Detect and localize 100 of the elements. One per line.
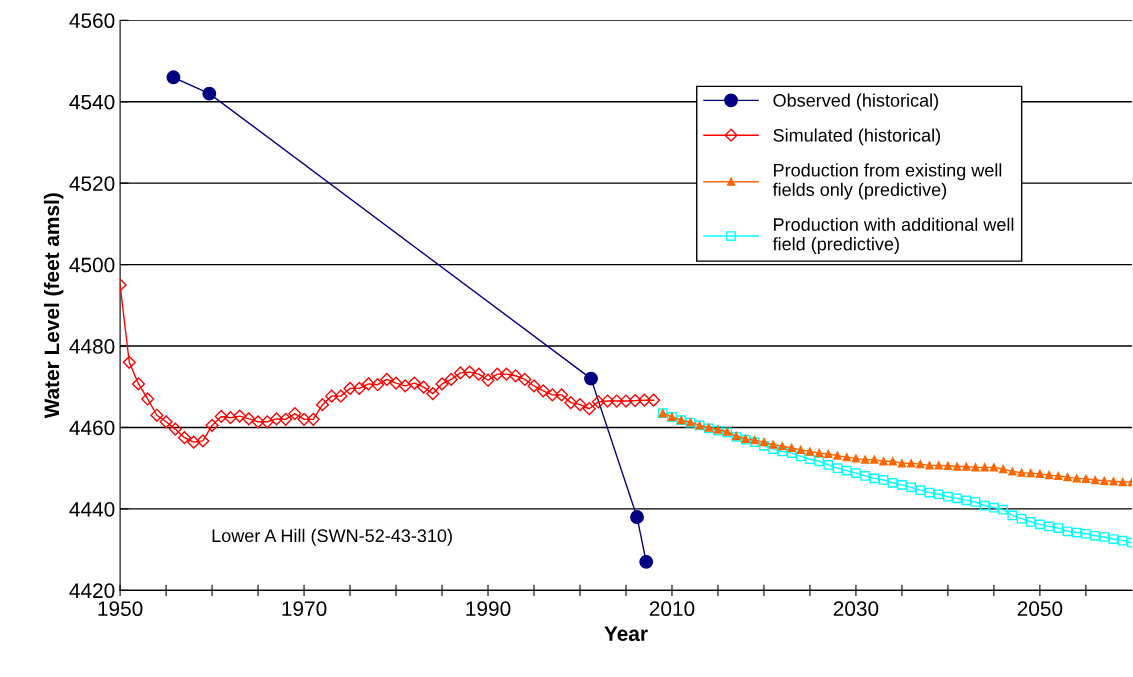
point (888, 457, 897, 466)
point (417, 380, 431, 394)
point (582, 402, 596, 416)
point (380, 372, 394, 387)
point (205, 418, 219, 433)
legend-label: Production with additional well field (predictive) (772, 217, 1014, 254)
point (860, 471, 870, 481)
point (435, 377, 449, 391)
point (869, 473, 880, 484)
point (1044, 470, 1054, 480)
point (860, 455, 870, 464)
point (518, 372, 532, 387)
point (564, 396, 578, 410)
point (897, 459, 907, 468)
y-tick-label: 4540 (69, 94, 115, 110)
point (823, 460, 834, 470)
point (444, 372, 458, 387)
x-tick-label: 1950 (98, 601, 143, 617)
point (915, 485, 926, 496)
point (878, 475, 889, 485)
annotation: Lower A Hill (SWN-52-43-310) (212, 528, 452, 546)
point (202, 86, 217, 101)
point (536, 384, 550, 398)
point (1081, 528, 1091, 539)
point (325, 389, 339, 403)
point (1072, 474, 1081, 483)
point (619, 394, 633, 408)
point (970, 497, 981, 507)
point (1090, 530, 1100, 541)
point (961, 495, 972, 506)
point (361, 377, 376, 391)
point (980, 463, 989, 472)
legend-label: Observed (historical) (773, 93, 939, 111)
point (334, 389, 348, 403)
point (1109, 477, 1118, 486)
point (490, 367, 504, 381)
point (306, 412, 320, 426)
point (777, 446, 788, 457)
point (122, 355, 136, 369)
point (943, 461, 953, 470)
point (214, 409, 228, 424)
point (1053, 523, 1064, 533)
point (1054, 471, 1063, 481)
point (472, 367, 486, 381)
point (787, 443, 796, 453)
point (260, 415, 274, 429)
point (796, 445, 805, 455)
point (1117, 535, 1128, 546)
point (906, 482, 916, 493)
point (759, 437, 769, 447)
point (906, 459, 916, 468)
point (297, 412, 311, 426)
point (1100, 476, 1109, 485)
point (833, 451, 842, 460)
point (1062, 526, 1073, 537)
point (998, 464, 1008, 474)
point (639, 554, 654, 569)
point (630, 510, 644, 524)
point (924, 487, 935, 498)
point (768, 440, 778, 449)
point (426, 387, 440, 401)
point (499, 367, 513, 381)
point (870, 455, 879, 464)
point (1008, 467, 1017, 476)
point (824, 449, 833, 459)
point (233, 409, 247, 423)
point (591, 395, 605, 409)
point (584, 371, 598, 386)
x-tick-label: 2010 (649, 601, 695, 617)
point (1063, 472, 1072, 482)
point (962, 462, 971, 471)
point (805, 454, 815, 465)
point (768, 444, 779, 454)
y-tick-label: 4500 (69, 257, 115, 273)
point (1035, 469, 1045, 479)
point (150, 408, 164, 422)
point (814, 448, 824, 458)
point (786, 448, 797, 458)
point (916, 459, 925, 469)
point (897, 480, 907, 490)
point (509, 369, 523, 383)
point (925, 461, 934, 470)
point (251, 415, 265, 429)
point (527, 379, 541, 393)
x-tick-label: 2050 (1017, 601, 1063, 617)
point (1118, 477, 1127, 487)
point (187, 435, 201, 449)
y-tick-label: 4560 (69, 13, 115, 29)
point (759, 440, 769, 451)
point (979, 500, 990, 511)
point (279, 412, 293, 426)
point (463, 365, 477, 379)
point (943, 491, 953, 502)
point (952, 493, 962, 504)
point (795, 451, 806, 462)
point (600, 394, 615, 408)
point (1099, 532, 1110, 542)
point (989, 463, 999, 472)
point (343, 381, 357, 395)
point (933, 489, 944, 500)
